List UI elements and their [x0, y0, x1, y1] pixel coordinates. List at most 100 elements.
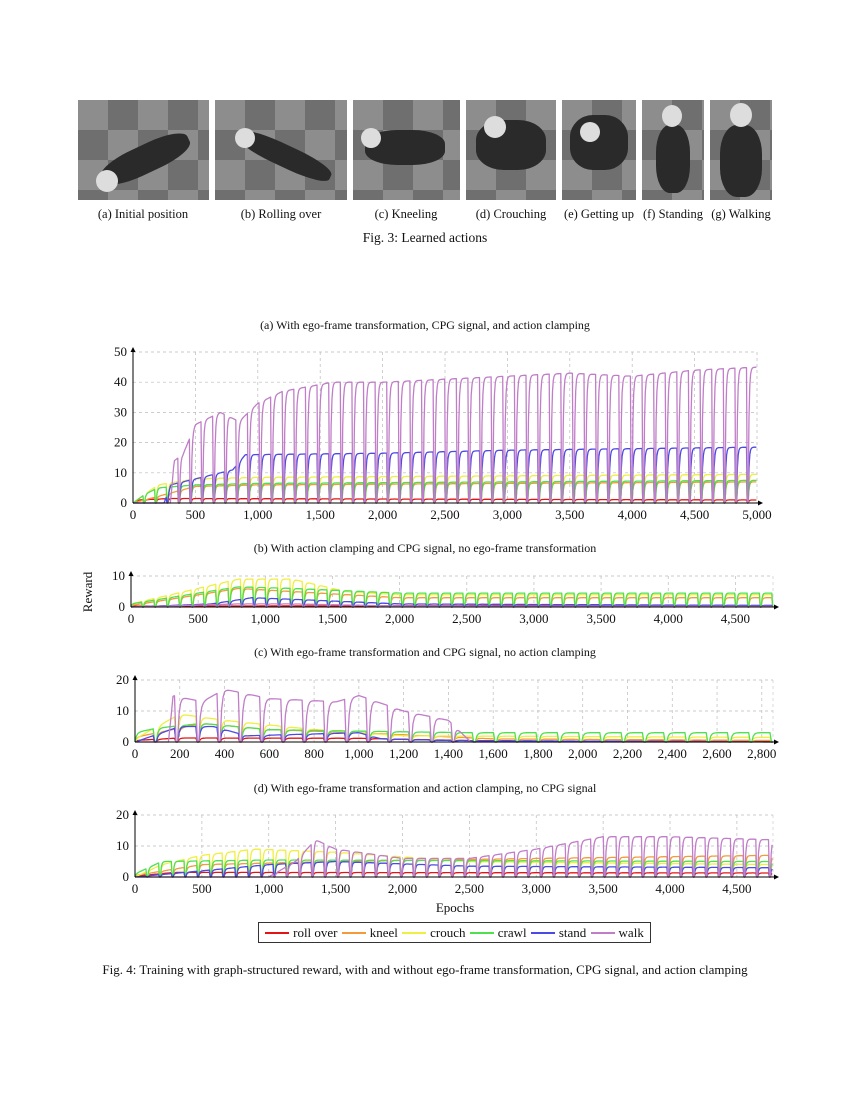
legend-item: stand: [530, 924, 587, 941]
panel-caption: (g) Walking: [711, 207, 771, 221]
photo-initial-position: [78, 100, 209, 200]
x-tick-label: 0: [132, 746, 139, 761]
legend-item: walk: [590, 924, 644, 941]
x-tick-label: 400: [215, 746, 235, 761]
legend-swatch: [341, 931, 366, 934]
y-tick-label: 0: [123, 734, 130, 749]
chart-title: (d) With ego-frame transformation and ac…: [253, 781, 597, 795]
y-axis-arrow-icon: [128, 571, 134, 576]
y-tick-label: 10: [112, 568, 125, 583]
legend: roll over kneel crouch crawl stand walk: [258, 922, 651, 943]
x-tick-label: 2,400: [658, 746, 687, 761]
chart-title: (b) With action clamping and CPG signal,…: [253, 541, 597, 555]
legend-item: kneel: [341, 925, 398, 941]
x-tick-label: 3,500: [586, 611, 615, 626]
legend-swatch: [530, 931, 555, 934]
x-tick-label: 4,000: [618, 507, 647, 522]
y-tick-label: 10: [114, 465, 127, 480]
x-tick-label: 800: [304, 746, 324, 761]
fig3-caption: Fig. 3: Learned actions: [362, 230, 488, 245]
x-tick-label: 1,500: [321, 881, 350, 896]
x-tick-label: 500: [188, 611, 208, 626]
chart-title: (c) With ego-frame transformation and CP…: [254, 645, 596, 659]
panel-caption: (b) Rolling over: [240, 207, 322, 221]
x-tick-label: 2,000: [388, 881, 417, 896]
panel-caption: (f) Standing: [642, 207, 704, 221]
legend-label: crouch: [430, 924, 466, 940]
y-tick-label: 50: [114, 344, 127, 359]
x-tick-label: 1,000: [344, 746, 373, 761]
x-tick-label: 2,000: [368, 507, 397, 522]
photo-rolling-over: [215, 100, 347, 200]
x-axis-arrow-icon: [774, 604, 779, 610]
x-tick-label: 4,000: [655, 881, 684, 896]
x-tick-label: 4,500: [721, 611, 750, 626]
x-tick-label: 3,000: [493, 507, 522, 522]
fig4-caption: Fig. 4: Training with graph-structured r…: [102, 962, 748, 977]
x-tick-label: 1,800: [523, 746, 552, 761]
x-axis-arrow-icon: [774, 739, 779, 745]
x-tick-label: 1,000: [254, 881, 283, 896]
legend-label: walk: [618, 924, 644, 940]
panel-caption: (c) Kneeling: [374, 207, 438, 221]
y-tick-label: 0: [121, 495, 128, 510]
y-tick-label: 10: [116, 703, 129, 718]
legend-item: crawl: [469, 924, 527, 941]
chart-title: (a) With ego-frame transformation, CPG s…: [260, 318, 590, 332]
x-tick-label: 4,500: [722, 881, 751, 896]
x-axis-label: Epochs: [435, 900, 475, 915]
x-tick-label: 2,000: [568, 746, 597, 761]
series-line-walk: [135, 689, 773, 743]
y-tick-label: 10: [116, 838, 129, 853]
x-tick-label: 4,000: [654, 611, 683, 626]
x-tick-label: 2,800: [747, 746, 776, 761]
x-tick-label: 3,500: [555, 507, 584, 522]
legend-item: crouch: [402, 924, 466, 941]
panel-caption: (e) Getting up: [563, 207, 635, 221]
legend-item: roll over: [265, 924, 338, 941]
x-tick-label: 2,600: [702, 746, 731, 761]
x-tick-label: 1,500: [306, 507, 335, 522]
x-tick-label: 1,400: [434, 746, 463, 761]
y-tick-label: 0: [119, 599, 126, 614]
y-tick-label: 30: [114, 404, 127, 419]
x-tick-label: 2,500: [452, 611, 481, 626]
x-tick-label: 3,000: [522, 881, 551, 896]
y-tick-label: 0: [123, 869, 130, 884]
x-tick-label: 2,500: [430, 507, 459, 522]
x-tick-label: 1,200: [389, 746, 418, 761]
legend-label: roll over: [293, 924, 338, 940]
x-tick-label: 1,000: [243, 507, 272, 522]
x-tick-label: 600: [260, 746, 280, 761]
photo-crouching: [466, 100, 556, 200]
x-tick-label: 4,500: [680, 507, 709, 522]
x-tick-label: 1,000: [251, 611, 280, 626]
legend-label: stand: [558, 924, 587, 940]
x-tick-label: 3,000: [519, 611, 548, 626]
y-tick-label: 20: [116, 672, 129, 687]
x-tick-label: 0: [132, 881, 139, 896]
panel-caption: (a) Initial position: [97, 207, 189, 221]
y-tick-label: 20: [114, 435, 127, 450]
legend-label: crawl: [497, 924, 527, 940]
x-tick-label: 3,500: [589, 881, 618, 896]
x-axis-arrow-icon: [774, 874, 779, 880]
y-tick-label: 20: [116, 807, 129, 822]
x-tick-label: 1,600: [479, 746, 508, 761]
photo-kneeling: [353, 100, 460, 200]
legend-swatch: [265, 931, 290, 934]
x-tick-label: 0: [130, 507, 137, 522]
y-axis-arrow-icon: [130, 347, 136, 352]
x-tick-label: 0: [128, 611, 135, 626]
y-axis-arrow-icon: [132, 675, 138, 680]
x-tick-label: 500: [192, 881, 212, 896]
x-tick-label: 2,500: [455, 881, 484, 896]
series-line-crouch: [130, 578, 774, 608]
photo-getting-up: [562, 100, 636, 200]
x-tick-label: 2,200: [613, 746, 642, 761]
x-tick-label: 500: [186, 507, 206, 522]
legend-swatch: [469, 931, 494, 934]
x-axis-arrow-icon: [758, 500, 763, 506]
